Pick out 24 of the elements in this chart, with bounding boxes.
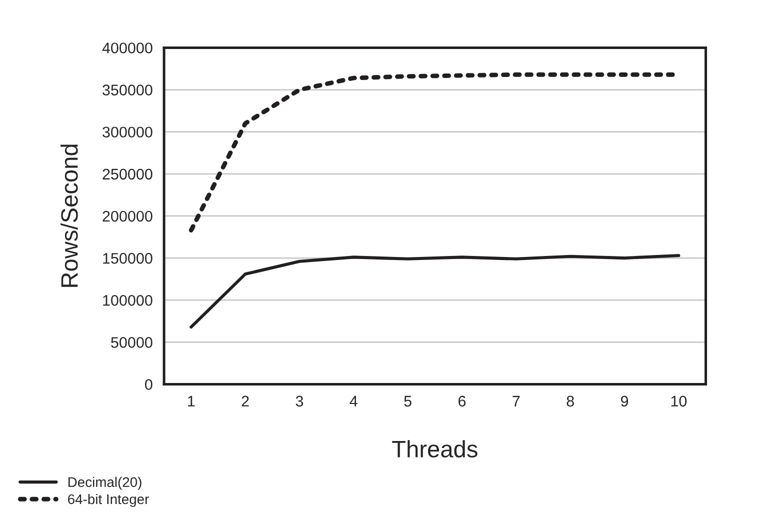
y-tick-label: 300000 <box>102 126 152 138</box>
y-tick-label: 0 <box>145 379 152 390</box>
line-series <box>190 254 680 329</box>
y-tick-label: 250000 <box>102 168 152 180</box>
x-tick-label: 3 <box>296 396 304 407</box>
x-tick-label: 1 <box>188 396 195 406</box>
x-tick-label: 7 <box>512 396 520 406</box>
y-tick-label: 150000 <box>103 252 152 264</box>
x-tick-label: 5 <box>404 396 412 407</box>
y-tick-label: 100000 <box>103 294 152 306</box>
x-tick-label: 6 <box>458 396 466 407</box>
y-axis-title: Rows/Second <box>60 144 78 287</box>
x-tick-label: 4 <box>350 396 358 406</box>
x-tick-label: 8 <box>566 396 574 407</box>
legend-label: Decimal(20) <box>68 476 142 490</box>
y-tick-label: 350000 <box>102 84 152 96</box>
x-tick-label: 2 <box>242 396 249 406</box>
x-tick-label: 10 <box>671 396 687 407</box>
y-tick-label: 200000 <box>102 210 152 222</box>
x-axis-title: Threads <box>392 440 478 458</box>
y-tick-label: 400000 <box>102 42 152 54</box>
y-tick-label: 50000 <box>111 337 152 348</box>
x-tick-label: 9 <box>620 396 628 407</box>
legend-label: 64-bit Integer <box>68 494 149 507</box>
